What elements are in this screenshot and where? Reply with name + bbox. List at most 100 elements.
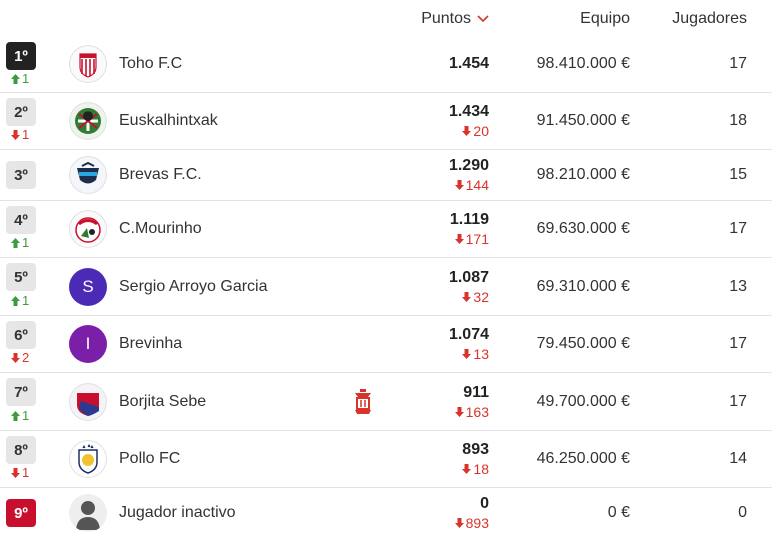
points-value: 893: [462, 441, 489, 458]
standings-row[interactable]: 7º 1 Borjita Sebe 911 163 49.700.000 € 1…: [0, 373, 772, 431]
standings-row[interactable]: 4º 1 C.Mourinho 1.119 171 69.630.000 € 1…: [0, 201, 772, 258]
points-delta: 893: [454, 515, 489, 531]
team-avatar[interactable]: [69, 156, 107, 194]
team-value: 98.410.000 €: [536, 55, 630, 72]
team-value: 79.450.000 €: [536, 335, 630, 352]
position-badge: 5º: [6, 263, 36, 291]
borjita-crest-icon: [69, 383, 107, 421]
arrow-down-icon: [462, 292, 472, 302]
arrow-down-icon: [11, 467, 20, 478]
points-delta: 32: [461, 289, 489, 305]
team-avatar[interactable]: [69, 45, 107, 83]
players-count: 15: [729, 166, 747, 183]
arrow-down-icon: [454, 407, 464, 417]
brevas-crest-icon: [69, 156, 107, 194]
team-name[interactable]: Sergio Arroyo Garcia: [119, 278, 268, 295]
standings-row[interactable]: 1º 1 Toho F.C 1.454 98.410.000 € 17: [0, 38, 772, 93]
standings-row[interactable]: 5º 1 S Sergio Arroyo Garcia 1.087 32 69.…: [0, 258, 772, 316]
position-badge: 2º: [6, 98, 36, 126]
red-lantern-icon: [355, 389, 371, 414]
arrow-down-icon: [462, 349, 472, 359]
players-header[interactable]: Jugadores: [672, 10, 747, 27]
points-delta: 13: [461, 346, 489, 362]
points-delta: 171: [454, 231, 489, 247]
team-value: 46.250.000 €: [536, 450, 630, 467]
team-value: 98.210.000 €: [536, 166, 630, 183]
players-count: 13: [729, 278, 747, 295]
position-badge: 8º: [6, 436, 36, 464]
toho-crest-icon: [69, 45, 107, 83]
team-avatar[interactable]: [69, 383, 107, 421]
team-name[interactable]: Jugador inactivo: [119, 504, 236, 521]
team-avatar[interactable]: [69, 494, 107, 532]
points-value: 911: [463, 384, 489, 401]
team-value: 0 €: [607, 504, 630, 521]
position-change-down: 1: [10, 465, 29, 480]
points-value: 1.290: [448, 157, 489, 174]
players-count: 17: [729, 220, 747, 237]
team-value: 91.450.000 €: [536, 112, 630, 129]
standings-list: 1º 1 Toho F.C 1.454 98.410.000 € 17 2º 1: [0, 38, 772, 543]
chevron-down-icon: [477, 15, 489, 23]
team-value-header[interactable]: Equipo: [580, 10, 630, 27]
team-name[interactable]: Pollo FC: [119, 450, 181, 467]
points-header-label: Puntos: [421, 10, 471, 27]
team-name[interactable]: Brevas F.C.: [119, 166, 202, 183]
table-header: Puntos Equipo Jugadores: [0, 0, 772, 38]
points-value: 1.087: [448, 269, 489, 286]
position-change-up: 1: [10, 293, 29, 308]
user-silhouette-icon: [69, 494, 107, 532]
points-value: 1.454: [448, 55, 489, 72]
team-value: 69.310.000 €: [536, 278, 630, 295]
team-name[interactable]: Toho F.C: [119, 55, 183, 72]
user-avatar[interactable]: I: [69, 325, 107, 363]
mourinho-crest-icon: [69, 210, 107, 248]
sort-by-points-header[interactable]: Puntos: [421, 10, 489, 28]
pollo-crest-icon: [69, 440, 107, 478]
standings-row[interactable]: 3º Brevas F.C. 1.290 144 98.210.000 € 15: [0, 150, 772, 201]
arrow-up-icon: [11, 73, 20, 84]
team-name[interactable]: Euskalhintxak: [119, 112, 218, 129]
position-badge: 4º: [6, 206, 36, 234]
position-badge: 3º: [6, 161, 36, 189]
team-name[interactable]: Brevinha: [119, 335, 183, 352]
points-delta: 144: [454, 177, 489, 193]
team-name[interactable]: Borjita Sebe: [119, 393, 207, 410]
players-count: 17: [729, 393, 747, 410]
user-avatar[interactable]: S: [69, 268, 107, 306]
players-count: 14: [729, 450, 747, 467]
team-avatar[interactable]: [69, 440, 107, 478]
players-count: 17: [729, 335, 747, 352]
standings-row[interactable]: 6º 2 I Brevinha 1.074 13 79.450.000 € 17: [0, 316, 772, 373]
standings-row[interactable]: 2º 1 Euskalhintxak 1.434 20 91.450.000 €…: [0, 93, 772, 150]
position-change-down: 1: [10, 127, 29, 142]
arrow-down-icon: [462, 126, 472, 136]
team-avatar[interactable]: [69, 210, 107, 248]
euskalhintxak-crest-icon: [69, 102, 107, 140]
standings-row[interactable]: 8º 1 Pollo FC 893 18 46.250.000 € 14: [0, 431, 772, 488]
position-badge: 7º: [6, 378, 36, 406]
position-change-up: 1: [10, 235, 29, 250]
position-badge: 1º: [6, 42, 36, 70]
points-value: 1.434: [448, 103, 489, 120]
points-value: 0: [480, 495, 489, 512]
position-change-up: 1: [10, 71, 29, 86]
players-count: 0: [738, 504, 747, 521]
position-change-down: 2: [10, 350, 29, 365]
position-change-up: 1: [10, 408, 29, 423]
position-badge: 9º: [6, 499, 36, 527]
points-delta: 20: [461, 123, 489, 139]
points-delta: 163: [454, 404, 489, 420]
team-value: 69.630.000 €: [536, 220, 630, 237]
standings-row[interactable]: 9º Jugador inactivo 0 893 0 € 0: [0, 488, 772, 543]
team-avatar[interactable]: [69, 102, 107, 140]
players-count: 17: [729, 55, 747, 72]
points-value: 1.074: [448, 326, 489, 343]
arrow-up-icon: [11, 410, 20, 421]
points-value: 1.119: [449, 211, 489, 228]
arrow-up-icon: [11, 295, 20, 306]
arrow-down-icon: [454, 518, 464, 528]
points-delta: 18: [461, 461, 489, 477]
team-name[interactable]: C.Mourinho: [119, 220, 202, 237]
arrow-down-icon: [454, 180, 464, 190]
